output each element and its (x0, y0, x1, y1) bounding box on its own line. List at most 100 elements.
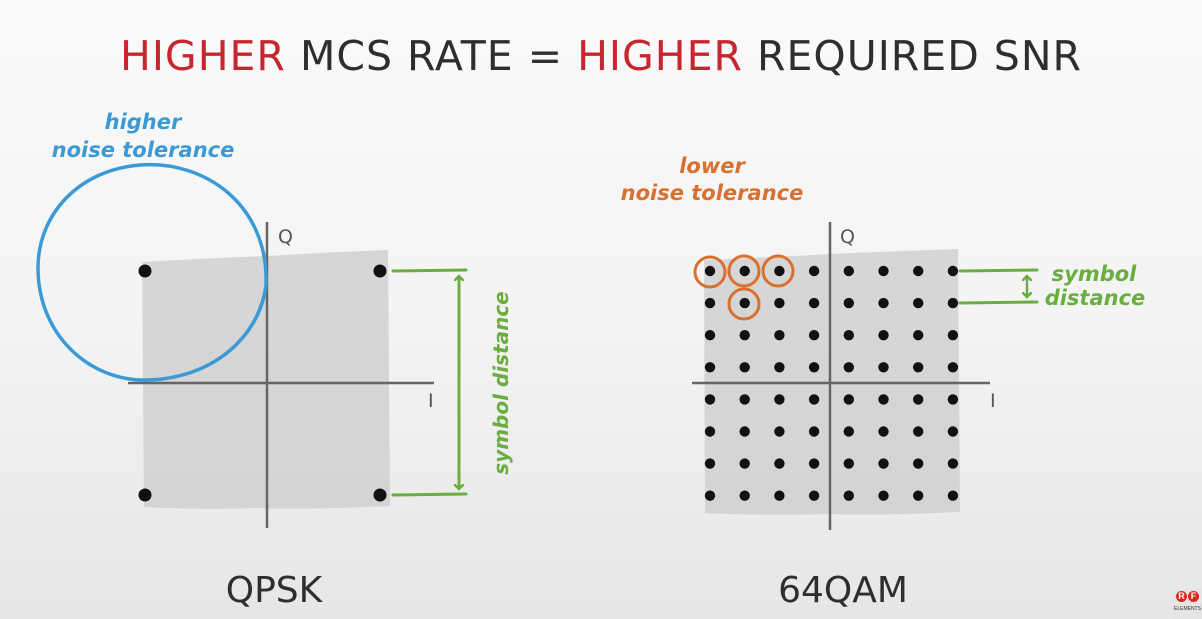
qam-symbol-point (774, 490, 785, 501)
qam-symbol-point (808, 394, 820, 405)
qam-symbol-point (808, 426, 820, 437)
qam-symbol-point (947, 394, 959, 405)
title-middle: MCS RATE = (286, 32, 577, 80)
qam-symbol-point (704, 297, 716, 309)
qam-symbol-point (878, 490, 889, 501)
qam-noise-circle (693, 255, 727, 289)
qam-symbol-point (843, 490, 854, 501)
qam-symbol-point (704, 330, 716, 341)
qam-symbol-point (739, 265, 750, 277)
qam-symbol-point (878, 426, 889, 437)
qam-symbol-point (843, 458, 854, 469)
qam-symbol-point (947, 297, 959, 309)
qpsk-caption: QPSK (226, 570, 324, 611)
qpsk-i-label: I (428, 390, 434, 412)
qam-symbol-point (878, 362, 889, 373)
qam-annotation-line2: noise tolerance (621, 181, 804, 205)
qam-distance-tick-bottom (958, 300, 1039, 305)
qam-symbol-point (774, 458, 785, 469)
qam-q-label: Q (840, 226, 855, 248)
qam-symbol-point (808, 490, 820, 501)
qam-symbol-point (808, 458, 820, 469)
qam-symbol-point (878, 394, 889, 405)
qam-symbol-point (878, 458, 889, 469)
qam-symbol-point (704, 265, 716, 277)
qam-symbol-point (947, 362, 959, 373)
qam-symbol-point (843, 362, 854, 373)
qam-symbol-point (739, 330, 750, 341)
page-title: HIGHER MCS RATE = HIGHER REQUIRED SNR (120, 32, 1082, 80)
qam-symbol-point (947, 426, 959, 437)
qam-symbol-point (704, 362, 716, 373)
qam-symbol-point (739, 394, 750, 405)
qam-symbol-point (739, 490, 750, 501)
qam-noise-circle (761, 254, 795, 288)
qpsk-distance-tick-top (391, 268, 468, 273)
qam-symbol-point (774, 426, 785, 437)
qam-symbol-point (878, 330, 889, 341)
qpsk-annotation-line1: higher (105, 110, 183, 134)
qam-symbol-point (843, 330, 854, 341)
qam-symbol-point (843, 265, 854, 277)
qam-distance-tick-top (958, 268, 1039, 273)
qpsk-symbol-point (138, 488, 152, 502)
qam-caption: 64QAM (778, 570, 908, 611)
qam-noise-circle (727, 254, 761, 288)
qam-symbol-point (774, 362, 785, 373)
qpsk-symbol-point (138, 264, 152, 278)
logo-text: ELEMENTS (1174, 606, 1201, 612)
qam-symbol-point (913, 330, 924, 341)
qpsk-symbol-point (373, 488, 387, 502)
qam-symbol-point (774, 330, 785, 341)
qam-symbol-point (843, 394, 854, 405)
qpsk-constellation (138, 264, 387, 502)
qam-symbol-point (913, 265, 924, 277)
qam-symbol-point (913, 458, 924, 469)
qpsk-distance-tick-bottom (391, 492, 468, 497)
qam-distance-label-line1: symbol (1052, 262, 1138, 286)
qpsk-q-label: Q (278, 226, 293, 248)
qam-symbol-point (843, 297, 854, 309)
qam-symbol-point (913, 394, 924, 405)
qam-symbol-point (913, 426, 924, 437)
qam-symbol-point (739, 297, 750, 309)
qam-symbol-point (739, 458, 750, 469)
qam-annotation-line1: lower (679, 154, 746, 178)
qam-symbol-point (774, 297, 785, 309)
qam-symbol-point (704, 490, 716, 501)
title-highlight-1: HIGHER (120, 32, 286, 80)
qam-symbol-point (947, 490, 959, 501)
qam-distance-label-line2: distance (1045, 286, 1146, 310)
qam-symbol-point (913, 490, 924, 501)
qam-symbol-point (774, 394, 785, 405)
qam-symbol-point (739, 362, 750, 373)
qam-symbol-point (808, 362, 820, 373)
qam-symbol-point (947, 458, 959, 469)
qam-symbol-point (808, 330, 820, 341)
qam-constellation (704, 265, 959, 501)
qam-symbol-point (913, 297, 924, 309)
qam-symbol-point (704, 426, 716, 437)
qpsk-noise-circle (36, 162, 268, 382)
qam-symbol-point (704, 458, 716, 469)
title-highlight-2: HIGHER (577, 32, 743, 80)
qam-symbol-point (878, 265, 889, 277)
title-end: REQUIRED SNR (743, 32, 1082, 80)
qam-symbol-point (808, 265, 820, 277)
qam-symbol-point (947, 265, 959, 277)
qam-symbol-point (878, 297, 889, 309)
qam-symbol-point (774, 265, 785, 277)
qam-symbol-point (947, 330, 959, 341)
qpsk-distance-label: symbol distance (489, 291, 513, 474)
qam-symbol-point (913, 362, 924, 373)
qpsk-symbol-point (373, 264, 387, 278)
qpsk-annotation-line2: noise tolerance (52, 138, 235, 162)
qam-noise-circle (727, 287, 761, 321)
qpsk-panel: Q I higher noise tolerance symbol distan… (36, 110, 513, 611)
qam-symbol-point (808, 297, 820, 309)
qam-symbol-point (704, 394, 716, 405)
qam-i-label: I (990, 390, 996, 412)
